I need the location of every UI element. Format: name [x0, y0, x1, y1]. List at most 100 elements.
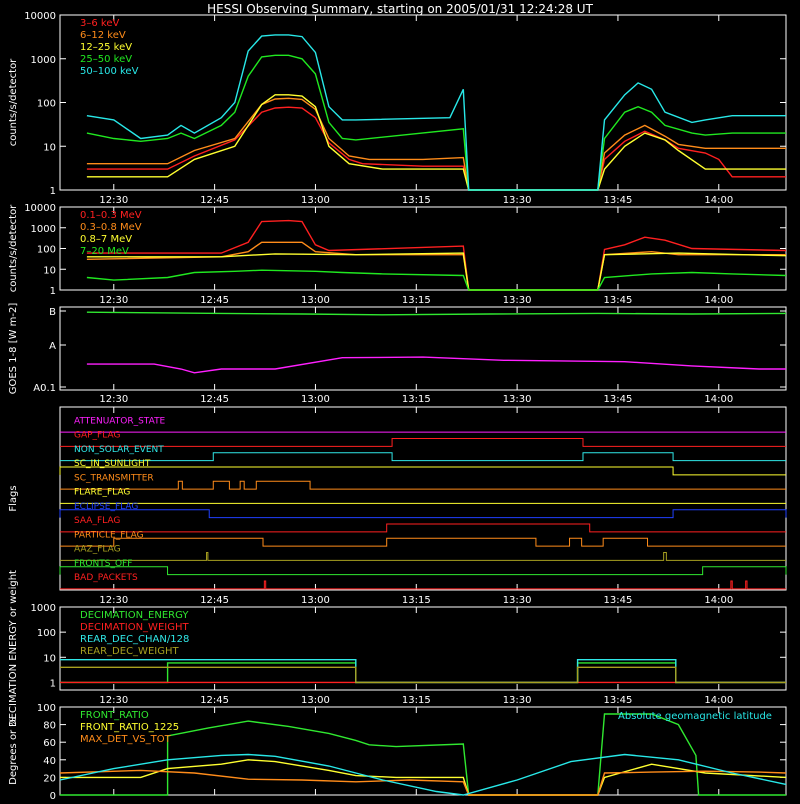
x-tick-label: 13:15 [402, 295, 431, 306]
legend-entry: FRONT_RATIO_1225 [80, 722, 179, 733]
y-tick-label: 10000 [24, 203, 56, 214]
y-tick-label: 10 [43, 265, 56, 276]
x-tick-label: 12:45 [200, 195, 229, 206]
panel-5: 1 10 100 1000 DECIMATION ENERGY or weight 12:… [8, 570, 787, 727]
series-line [86, 106, 786, 191]
x-tick-label: 13:00 [301, 195, 330, 206]
y-tick-label: 100 [37, 703, 56, 714]
y-tick-label: 80 [43, 721, 56, 732]
y-axis-label: Flags [8, 485, 19, 511]
y-tick-label: 1000 [31, 55, 56, 66]
legend-entry: 50–100 keV [80, 66, 139, 77]
panel-frame [59, 306, 787, 391]
legend-entry: 0.3–0.8 MeV [80, 222, 142, 233]
series-line [86, 219, 787, 291]
flag-label: GAP_FLAG [74, 431, 120, 441]
y-axis-label: counts/s/detector [8, 204, 19, 292]
x-tick-label: 12:45 [200, 595, 229, 606]
flag-line-sc-transmitter [60, 480, 786, 490]
legend-entry: 0.8–7 MeV [80, 234, 132, 245]
y-tick-label: 1000 [31, 603, 56, 614]
x-tick-label: 13:45 [604, 295, 633, 306]
y-tick-label: 10 [43, 142, 56, 153]
flag-line-saa-flag [60, 523, 786, 533]
x-tick-label: 14:00 [704, 295, 733, 306]
legend-entry: Absolute geomagnetic latitude [618, 711, 772, 722]
series-line [86, 94, 786, 191]
y-tick-label: 20 [43, 773, 56, 784]
x-tick-label: 14:00 [704, 695, 733, 706]
y-axis-label: counts/s/detector [8, 58, 19, 146]
flag-label: SC_IN_SUNLIGHT [74, 459, 151, 469]
series-line [86, 311, 787, 316]
flag-line-non-solar-event [60, 452, 786, 462]
x-tick-label: 12:30 [99, 595, 128, 606]
y-tick-label: 10000 [24, 11, 56, 22]
x-tick-label: 12:30 [99, 394, 128, 405]
legend-entry: 25–50 keV [80, 54, 132, 65]
x-tick-label: 12:45 [200, 295, 229, 306]
x-tick-label: 14:00 [704, 394, 733, 405]
y-tick-label: 100 [37, 628, 56, 639]
flag-label: FRONTS_OFF [74, 559, 132, 569]
panel-2: 1 10 100 1000 10000 counts/s/detector 12:30 12:… [8, 203, 787, 306]
series-line [59, 753, 787, 796]
panel-1: 1 10 100 1000 10000 counts/s/detector 12:30 12:… [8, 11, 787, 206]
panel-4: Flags 12:30 12:45 13:00 13:15 13:30 13:45 14:00… [8, 406, 787, 606]
x-tick-label: 14:00 [704, 195, 733, 206]
x-tick-label: 13:00 [301, 295, 330, 306]
x-tick-label: 13:45 [604, 595, 633, 606]
panel-frame [59, 406, 787, 591]
flag-label: SAA_FLAG [74, 516, 120, 526]
y-tick-label: 60 [43, 738, 56, 749]
panel-3: A0.1 A B GOES 1-8 [W m-2] 12:30 12:45 13:00 13:… [8, 303, 787, 405]
x-tick-label: 13:00 [301, 394, 330, 405]
x-tick-label: 13:30 [503, 295, 532, 306]
y-tick-label: A [49, 341, 56, 352]
x-tick-label: 13:45 [604, 695, 633, 706]
x-tick-label: 13:30 [503, 195, 532, 206]
x-tick-label: 13:15 [402, 195, 431, 206]
flag-line-fronts-off [59, 566, 787, 576]
series-line [86, 54, 786, 191]
x-tick-label: 14:00 [704, 595, 733, 606]
legend-entry: DECIMATION_WEIGHT [80, 622, 189, 633]
x-tick-label: 13:45 [604, 394, 633, 405]
flag-line-eclipse-flag [59, 509, 787, 519]
flag-line-particle-flag [60, 537, 786, 547]
series-line [86, 356, 786, 374]
series-line [86, 97, 786, 191]
y-axis-label: GOES 1-8 [W m-2] [8, 303, 19, 395]
y-tick-label: 100 [37, 245, 56, 256]
x-tick-label: 13:30 [503, 394, 532, 405]
flag-line-bad-packets [60, 580, 786, 590]
y-tick-label: B [49, 307, 56, 318]
legend-entry: 7–20 MeV [80, 246, 129, 257]
y-tick-label: 1 [50, 186, 56, 197]
legend-entry: 3–6 keV [80, 18, 119, 29]
legend-entry: DECIMATION_ENERGY [80, 610, 189, 621]
legend-entry: REAR_DEC_WEIGHT [80, 646, 179, 657]
flag-line-gap-flag [60, 438, 786, 447]
flag-label: FLARE_FLAG [74, 488, 130, 498]
chart-title: HESSI Observing Summary, starting on 200… [207, 2, 593, 16]
legend-entry: MAX_DET_VS_TOT [80, 734, 172, 745]
series-line [60, 759, 787, 796]
legend-entry: 6–12 keV [80, 30, 126, 41]
panel-frame [59, 606, 787, 691]
y-tick-label: A0.1 [33, 383, 56, 394]
x-tick-label: 13:15 [402, 394, 431, 405]
x-tick-label: 13:30 [503, 695, 532, 706]
panel-6: 0 20 40 60 80 100 Degrees or % FRONT_RATIOFRONT… [8, 703, 787, 802]
flag-label: PARTICLE_FLAG [74, 530, 144, 540]
y-tick-label: 40 [43, 756, 56, 767]
y-tick-label: 0 [50, 791, 56, 800]
legend-entry: REAR_DEC_CHAN/128 [80, 634, 189, 645]
legend-entry: FRONT_RATIO [80, 710, 149, 721]
series-line [60, 713, 786, 796]
panel-frame [59, 706, 787, 796]
series-line [86, 34, 786, 191]
series-line [59, 769, 787, 796]
